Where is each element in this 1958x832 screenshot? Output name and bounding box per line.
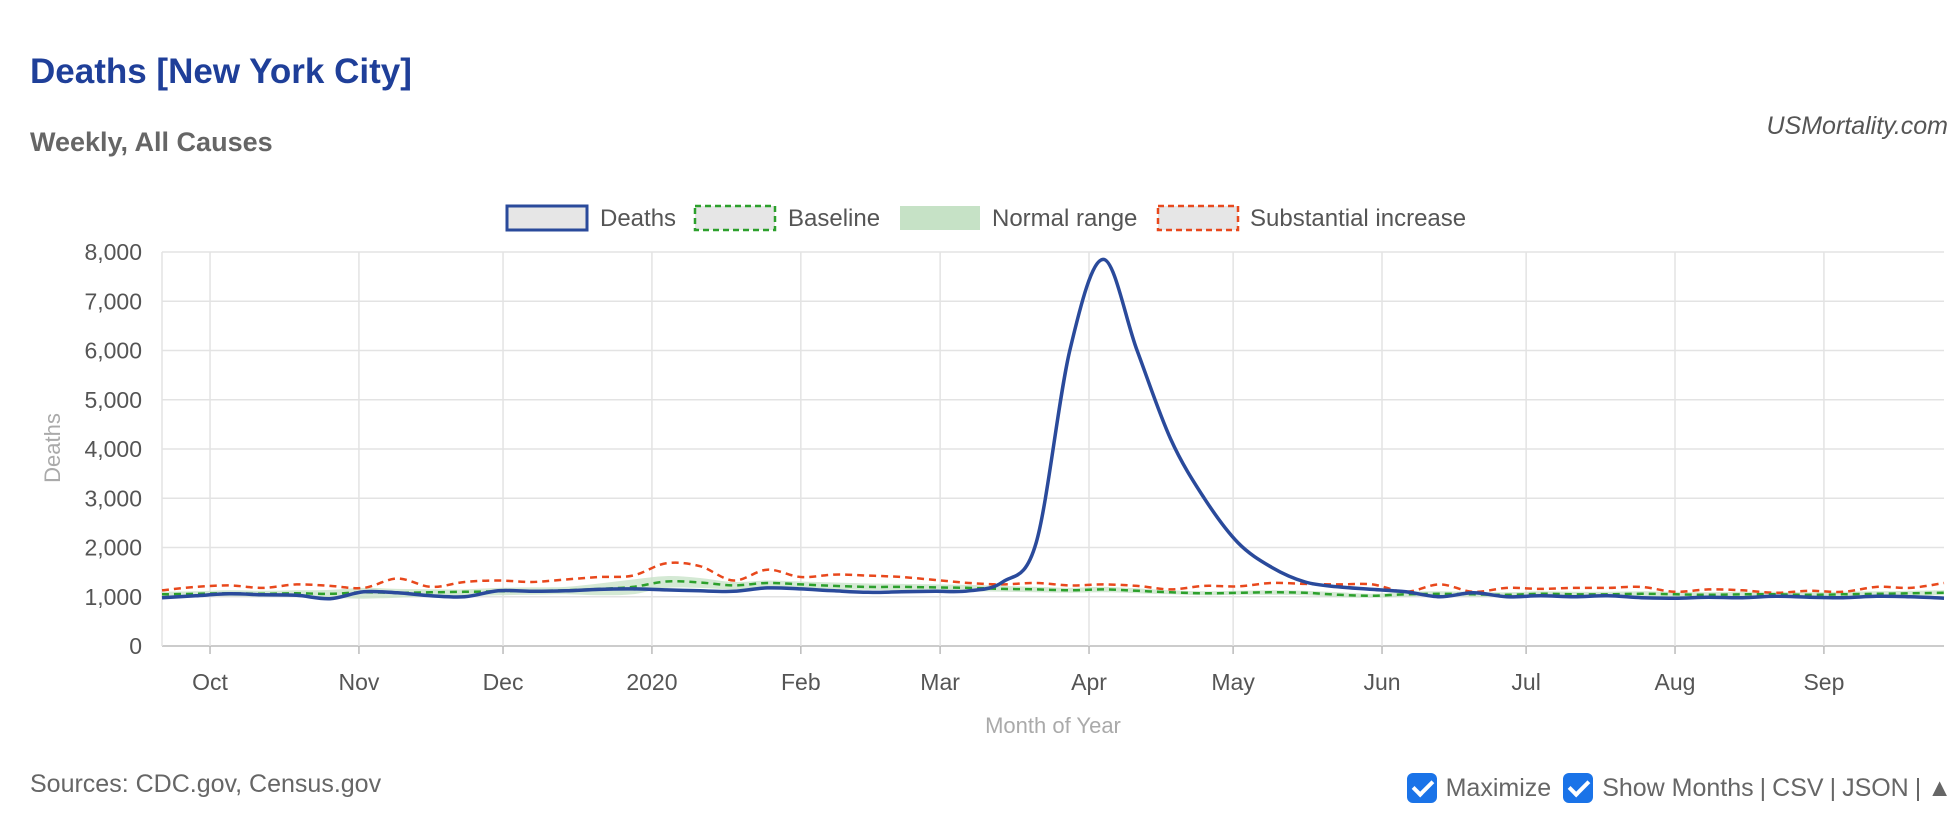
x-tick-label: May xyxy=(1211,669,1255,695)
x-axis-title: Month of Year xyxy=(985,713,1121,738)
axes: 0 1,000 2,000 3,000 4,000 5,000 6,000 7,000 8,00… xyxy=(84,239,1844,695)
x-tick-label: Oct xyxy=(192,669,228,695)
separator: | xyxy=(1829,773,1837,802)
x-tick-label: 2020 xyxy=(626,669,677,695)
y-tick-label: 4,000 xyxy=(84,436,142,462)
legend-swatch-normal-range xyxy=(900,206,980,230)
separator: | xyxy=(1759,773,1767,802)
y-tick-label: 0 xyxy=(129,633,142,659)
legend-label-deaths: Deaths xyxy=(600,205,676,232)
csv-link[interactable]: CSV xyxy=(1772,773,1824,802)
show-months-label[interactable]: Show Months xyxy=(1602,773,1754,802)
legend: Deaths Baseline Normal range Substantial in… xyxy=(505,204,1466,232)
legend-swatch-substantial-increase xyxy=(1156,204,1240,232)
baseline-line xyxy=(161,579,1945,598)
legend-label-baseline: Baseline xyxy=(788,205,880,232)
x-tick-label: Feb xyxy=(781,669,821,695)
y-axis-title: Deaths xyxy=(40,413,65,483)
normal-range-area xyxy=(162,576,1944,599)
separator: | xyxy=(1914,773,1922,802)
x-tick-label: Dec xyxy=(483,669,524,695)
y-tick-label: 3,000 xyxy=(84,485,142,511)
y-tick-label: 7,000 xyxy=(84,288,142,314)
x-tick-label: Jul xyxy=(1511,669,1540,695)
normal-range-band xyxy=(162,576,1944,599)
y-tick-label: 8,000 xyxy=(84,239,142,265)
json-link[interactable]: JSON xyxy=(1842,773,1909,802)
x-tick-label: Mar xyxy=(920,669,960,695)
site-credit: USMortality.com xyxy=(1766,112,1948,140)
legend-swatch-baseline xyxy=(693,204,777,232)
legend-label-normal-range: Normal range xyxy=(992,205,1137,232)
mortality-chart: Deaths Baseline Normal range Substantial in… xyxy=(40,204,1945,738)
series-lines xyxy=(161,257,1945,601)
chart-subtitle: Weekly, All Causes xyxy=(30,127,273,157)
substantial-increase-line xyxy=(161,561,1945,595)
chart-title: Deaths [New York City] xyxy=(30,52,412,91)
maximize-label[interactable]: Maximize xyxy=(1445,773,1552,802)
x-tick-label: Aug xyxy=(1655,669,1696,695)
y-tick-label: 6,000 xyxy=(84,338,142,364)
y-tick-label: 2,000 xyxy=(84,535,142,561)
y-tick-label: 1,000 xyxy=(84,584,142,610)
scroll-top-button[interactable]: ▲ xyxy=(1927,773,1952,802)
y-tick-label: 5,000 xyxy=(84,387,142,413)
x-tick-label: Apr xyxy=(1071,669,1107,695)
x-tick-label: Sep xyxy=(1803,669,1844,695)
show-months-checkbox[interactable] xyxy=(1563,773,1594,803)
x-tick-label: Jun xyxy=(1363,669,1400,695)
sources-note: Sources: CDC.gov, Census.gov xyxy=(30,770,382,798)
legend-label-substantial-increase: Substantial increase xyxy=(1250,205,1466,232)
deaths-line xyxy=(161,257,1945,601)
chart-controls: Maximize Show Months | CSV | JSON | ▲ xyxy=(1406,773,1952,803)
maximize-checkbox[interactable] xyxy=(1406,773,1437,803)
x-tick-label: Nov xyxy=(338,669,379,695)
legend-swatch-deaths xyxy=(505,204,589,232)
